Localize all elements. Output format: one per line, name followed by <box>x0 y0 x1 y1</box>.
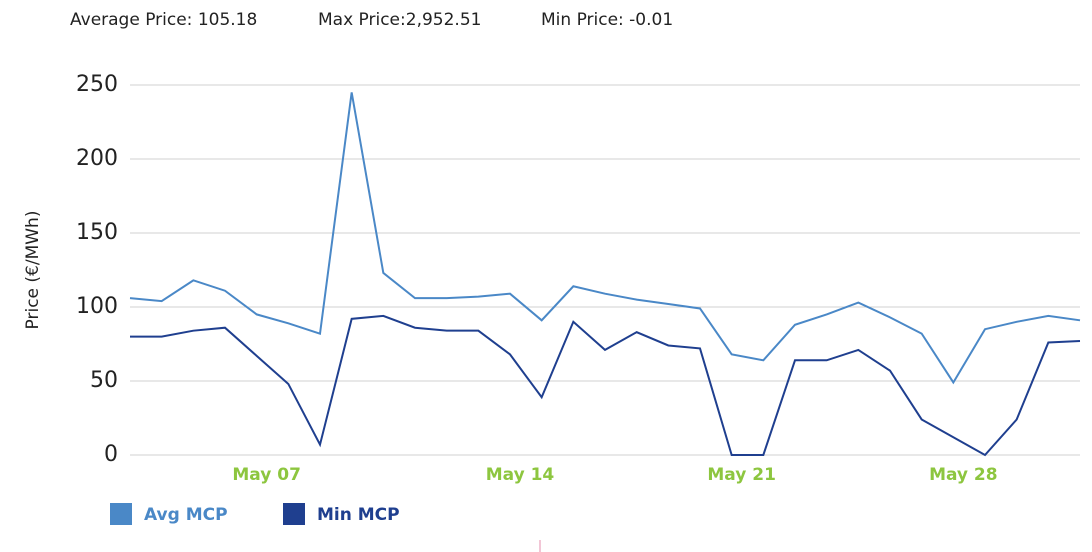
y-tick-label: 0 <box>104 442 118 467</box>
legend-label: Avg MCP <box>144 505 228 525</box>
x-tick-label: May 21 <box>707 465 776 485</box>
x-tick-label: May 14 <box>486 465 555 485</box>
y-tick-label: 150 <box>76 220 118 245</box>
legend-swatch <box>110 503 132 525</box>
y-axis-label: Price (€/MWh) <box>23 211 43 330</box>
stat: Min Price: -0.01 <box>541 10 673 30</box>
x-tick-label: May 07 <box>232 465 301 485</box>
x-tick-label: May 28 <box>929 465 998 485</box>
y-tick-label: 200 <box>76 146 118 171</box>
y-tick-label: 50 <box>90 368 118 393</box>
stat: Max Price:2,952.51 <box>318 10 481 30</box>
stat: Average Price: 105.18 <box>70 10 257 30</box>
line-series <box>130 314 1081 457</box>
legend-swatch <box>283 503 305 525</box>
y-tick-label: 250 <box>76 72 118 97</box>
legend-label: Min MCP <box>317 505 400 525</box>
y-tick-label: 100 <box>76 294 118 319</box>
line-series <box>129 92 1081 385</box>
